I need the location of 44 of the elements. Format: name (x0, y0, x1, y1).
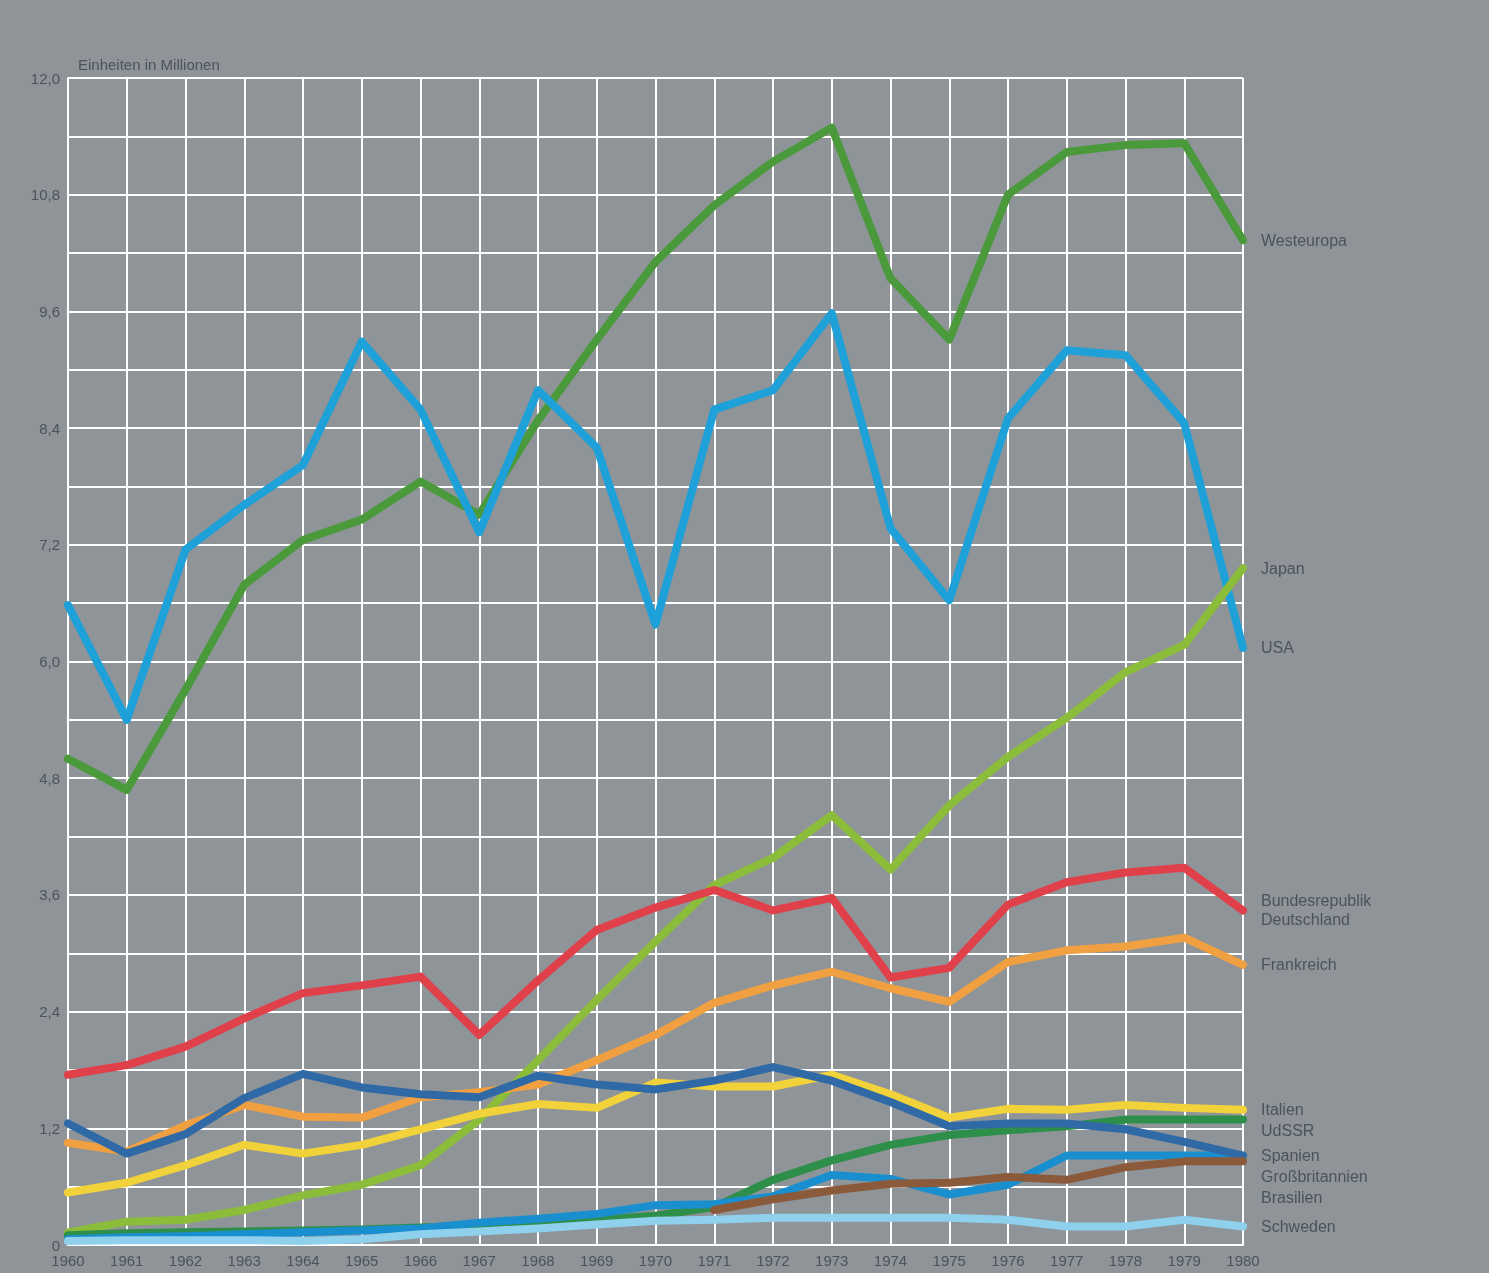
x-tick-label: 1976 (991, 1252, 1025, 1269)
x-tick-label: 1977 (1050, 1252, 1084, 1269)
y-tick-label: 9,6 (39, 302, 60, 320)
text: Brasilien (1261, 1189, 1323, 1207)
x-tick-label: 1967 (462, 1252, 496, 1269)
y-tick-label: 2,4 (39, 1003, 60, 1021)
x-tick-label: 1965 (345, 1252, 379, 1269)
x-tick-label: 1964 (286, 1252, 320, 1269)
y-tick-label: 6,0 (39, 653, 60, 670)
y-tick-label: 4,8 (39, 769, 60, 787)
x-tick-label: 1960 (51, 1252, 85, 1269)
x-tick-label: 1971 (697, 1252, 731, 1269)
series-label: Frankreich (1261, 956, 1337, 974)
x-tick-label: 1980 (1226, 1252, 1260, 1269)
series-label: Japan (1261, 559, 1305, 577)
y-tick-label: 7,2 (39, 536, 60, 554)
series-label: Spanien (1261, 1147, 1320, 1165)
x-tick-label: 1975 (932, 1252, 966, 1269)
y-tick-label: 10,8 (30, 186, 60, 204)
x-tick-label: 1974 (873, 1252, 908, 1269)
x-tick-label: 1979 (1167, 1252, 1201, 1269)
series-label: UdSSR (1261, 1122, 1315, 1140)
y-tick-label: 0 (51, 1236, 60, 1254)
series-label: Bundesrepublik Deutschland (1261, 892, 1376, 929)
x-tick-label: 1978 (1108, 1252, 1143, 1269)
series-label: Großbritannien (1261, 1168, 1368, 1186)
x-tick-label: 1969 (580, 1252, 614, 1269)
x-tick-label: 1972 (756, 1252, 790, 1269)
x-tick-label: 1961 (110, 1252, 144, 1269)
series-label: USA (1261, 639, 1295, 657)
series-label: Westeuropa (1261, 231, 1348, 249)
x-tick-label: 1968 (521, 1252, 555, 1269)
x-tick-label: 1962 (168, 1252, 203, 1269)
x-tick-label: 1963 (227, 1252, 261, 1269)
y-tick-label: 3,6 (39, 886, 60, 904)
series-label: Schweden (1261, 1218, 1336, 1236)
x-tick-label: 1966 (403, 1252, 438, 1269)
x-tick-label: 1973 (815, 1252, 849, 1269)
y-axis-title: Einheiten in Millionen (78, 56, 220, 73)
y-tick-label: 1,2 (39, 1119, 60, 1137)
y-tick-label: 8,4 (39, 419, 60, 437)
y-tick-label: 12,0 (30, 69, 60, 87)
x-tick-label: 1970 (638, 1252, 673, 1269)
series-label: Italien (1261, 1101, 1304, 1119)
